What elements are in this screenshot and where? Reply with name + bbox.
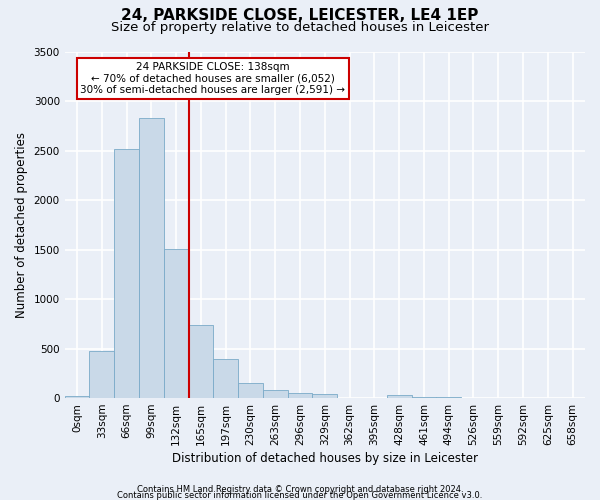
Bar bbox=[238, 382, 263, 398]
Bar bbox=[263, 390, 287, 398]
Bar bbox=[89, 350, 114, 398]
Text: 24, PARKSIDE CLOSE, LEICESTER, LE4 1EP: 24, PARKSIDE CLOSE, LEICESTER, LE4 1EP bbox=[121, 8, 479, 22]
Y-axis label: Number of detached properties: Number of detached properties bbox=[15, 132, 28, 318]
Bar bbox=[188, 325, 214, 398]
Bar bbox=[287, 392, 313, 398]
Text: 24 PARKSIDE CLOSE: 138sqm
← 70% of detached houses are smaller (6,052)
30% of se: 24 PARKSIDE CLOSE: 138sqm ← 70% of detac… bbox=[80, 62, 346, 95]
Text: Contains public sector information licensed under the Open Government Licence v3: Contains public sector information licen… bbox=[118, 491, 482, 500]
Text: Size of property relative to detached houses in Leicester: Size of property relative to detached ho… bbox=[111, 21, 489, 34]
Text: Contains HM Land Registry data © Crown copyright and database right 2024.: Contains HM Land Registry data © Crown c… bbox=[137, 485, 463, 494]
Bar bbox=[164, 248, 188, 398]
Bar bbox=[214, 360, 238, 398]
Bar bbox=[412, 396, 436, 398]
Bar bbox=[387, 395, 412, 398]
Bar bbox=[114, 148, 139, 398]
Bar bbox=[139, 118, 164, 398]
Bar bbox=[65, 396, 89, 398]
Bar bbox=[436, 397, 461, 398]
X-axis label: Distribution of detached houses by size in Leicester: Distribution of detached houses by size … bbox=[172, 452, 478, 465]
Bar bbox=[313, 394, 337, 398]
